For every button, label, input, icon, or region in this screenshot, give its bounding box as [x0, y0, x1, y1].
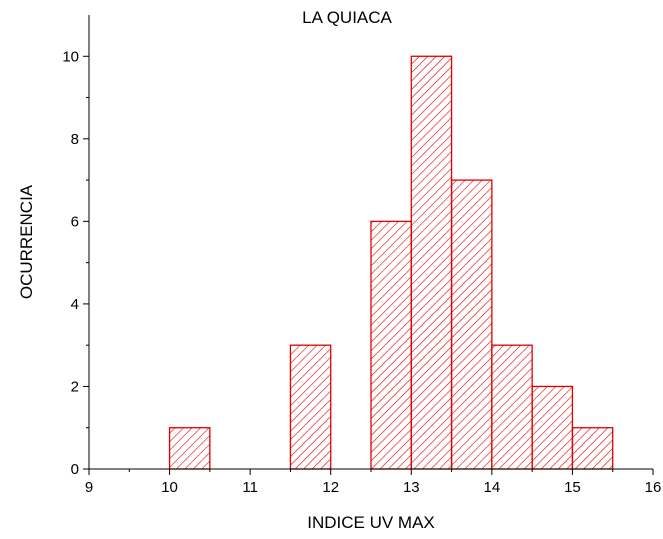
histogram-bar-4 [450, 179, 493, 470]
x-tick-label-5: 14 [484, 479, 501, 496]
y-ticks-group: 0 2 4 6 8 10 [62, 48, 89, 478]
x-tick-label-3: 12 [322, 479, 339, 496]
y-tick-label-0: 0 [71, 461, 79, 478]
histogram-bar-1 [289, 344, 332, 470]
x-axis-title: INDICE UV MAX [307, 513, 435, 532]
x-ticks-group: 9 10 11 12 13 14 15 16 [85, 469, 662, 496]
x-tick-label-0: 9 [85, 479, 93, 496]
y-axis-title: OCURRENCIA [17, 184, 36, 299]
histogram-bar-3 [410, 55, 453, 470]
y-tick-label-1: 2 [71, 378, 79, 395]
x-tick-label-7: 16 [645, 479, 662, 496]
chart-title: LA QUIACA [302, 8, 392, 27]
y-tick-label-5: 10 [62, 48, 79, 65]
x-tick-label-1: 10 [161, 479, 178, 496]
histogram-bar-5 [491, 344, 533, 470]
x-tick-label-4: 13 [403, 479, 420, 496]
y-tick-label-2: 4 [71, 296, 79, 313]
y-tick-label-4: 8 [71, 131, 79, 148]
histogram-bar-7 [571, 427, 614, 470]
histogram-bar-2 [370, 220, 412, 470]
y-tick-label-3: 6 [71, 213, 79, 230]
x-tick-label-2: 11 [242, 479, 258, 496]
bars-group [168, 55, 614, 470]
x-tick-label-6: 15 [564, 479, 581, 496]
histogram-bar-0 [168, 427, 211, 470]
histogram-bar-6 [531, 385, 574, 470]
